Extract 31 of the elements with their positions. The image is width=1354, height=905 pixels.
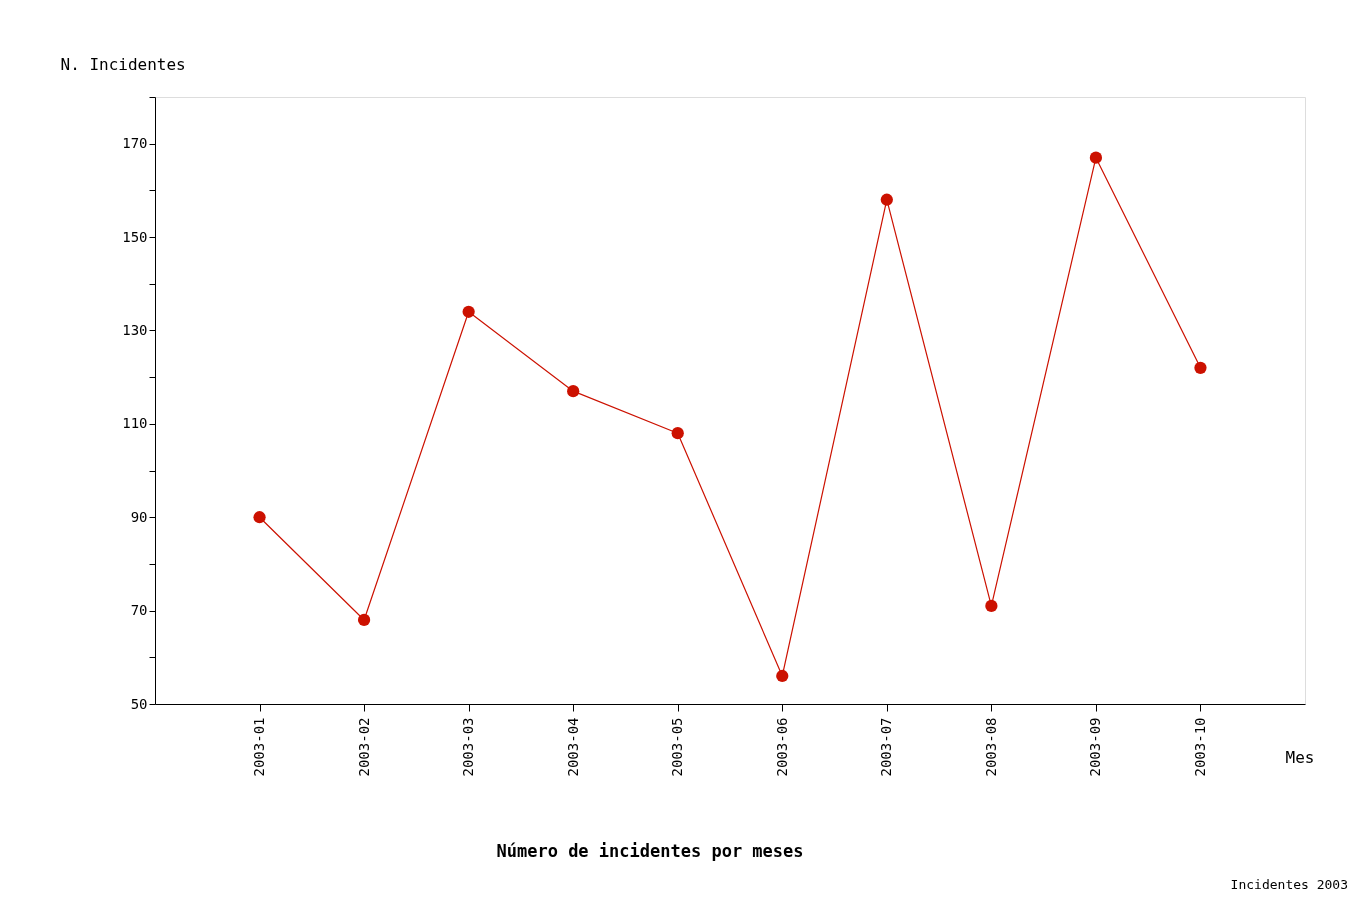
point bbox=[357, 613, 371, 627]
x-tick-label: 2003-07 bbox=[878, 717, 895, 777]
x-tick-label: 2003-02 bbox=[355, 717, 372, 777]
y-tick-label: 110 bbox=[122, 415, 148, 432]
x-tick-label: 2003-05 bbox=[669, 717, 686, 777]
y-tick-label: 50 bbox=[130, 695, 148, 712]
point bbox=[985, 599, 998, 613]
x-tick-label: 2003-06 bbox=[773, 717, 790, 777]
point bbox=[462, 305, 475, 318]
y-tick-label: 150 bbox=[122, 228, 148, 245]
x-tick-label: 2003-03 bbox=[460, 717, 477, 777]
point bbox=[567, 385, 580, 398]
y-axis-title: N. Incidentes bbox=[60, 54, 186, 74]
x-tick-label: 2003-08 bbox=[982, 717, 999, 777]
point bbox=[776, 669, 789, 683]
x-tick-label: 2003-09 bbox=[1087, 717, 1104, 777]
point bbox=[253, 511, 266, 524]
x-axis-title: Mes bbox=[1285, 747, 1315, 767]
x-tick-label: 2003-04 bbox=[564, 717, 581, 777]
x-tick-label: 2003-01 bbox=[251, 717, 268, 777]
point bbox=[671, 427, 684, 440]
y-tick-label: 90 bbox=[130, 508, 148, 525]
y-tick-label: 170 bbox=[122, 135, 148, 152]
point bbox=[1194, 361, 1207, 374]
point bbox=[1089, 151, 1103, 164]
x-tick-label: 2003-10 bbox=[1191, 717, 1208, 777]
y-tick-label: 70 bbox=[130, 602, 148, 619]
text: Incidentes 2003 bbox=[1230, 877, 1348, 892]
point bbox=[880, 193, 893, 206]
text: Número de incidentes por meses bbox=[496, 841, 804, 861]
y-tick-label: 130 bbox=[122, 321, 148, 338]
